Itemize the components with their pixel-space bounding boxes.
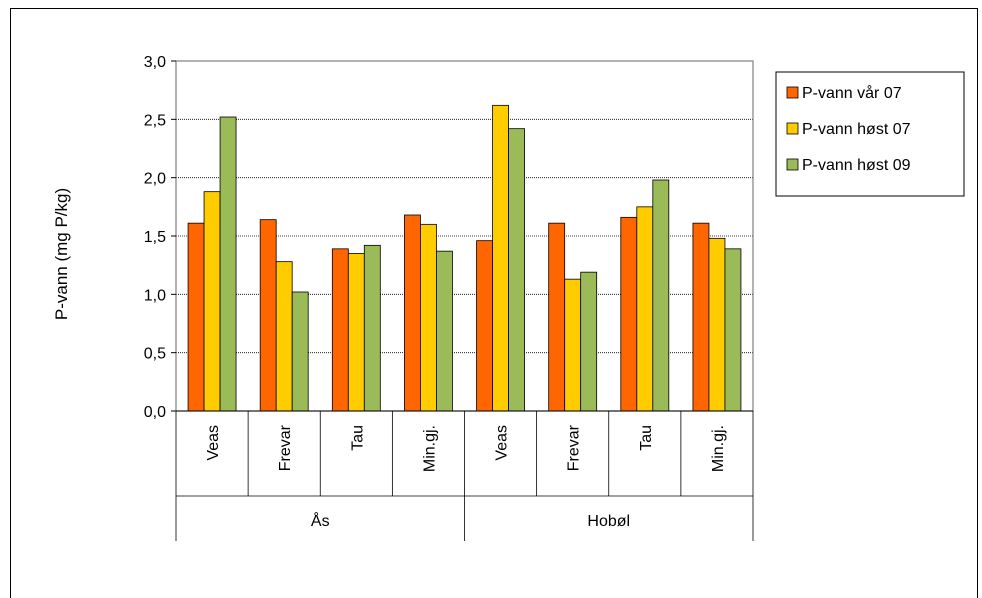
bar — [548, 222, 566, 412]
bar — [404, 214, 421, 412]
x-category-label: Veas — [205, 425, 222, 461]
bar — [436, 250, 453, 412]
legend-label: P-vann høst 07 — [802, 121, 911, 138]
bar — [652, 179, 670, 412]
axes — [171, 60, 754, 541]
bar-chart: 0,0 0,5 1,0 1,5 2,0 2,5 3,0 Veas Frevar Tau Min.g… — [52, 54, 965, 541]
legend: P-vann vår 07 P-vann høst 07 P-vann høst 0… — [775, 71, 965, 197]
bar — [420, 223, 437, 412]
x-category-label: Min.gj. — [710, 425, 727, 472]
bar — [203, 191, 221, 412]
bar — [580, 271, 598, 412]
y-tick-label: 2,5 — [144, 112, 166, 129]
y-tick-label: 2,0 — [144, 171, 166, 188]
bar — [708, 237, 726, 412]
legend-label: P-vann vår 07 — [802, 84, 902, 102]
bar — [508, 128, 525, 412]
bar — [564, 278, 582, 412]
x-category-label: Min.gj. — [421, 425, 438, 472]
x-group-label: Hobøl — [587, 513, 630, 530]
y-axis-title: P-vann (mg P/kg) — [52, 188, 71, 320]
x-category-label: Tau — [349, 425, 366, 451]
bar — [275, 261, 293, 412]
legend-swatch — [786, 86, 799, 99]
bar — [476, 240, 493, 412]
bar — [492, 104, 509, 412]
bar — [724, 248, 742, 412]
legend-label: P-vann høst 09 — [802, 157, 911, 174]
bar — [620, 216, 638, 412]
x-category-label: Tau — [638, 425, 655, 451]
y-tick-label: 0,0 — [144, 404, 166, 421]
y-tick-label: 1,5 — [144, 229, 166, 246]
y-tick-label: 3,0 — [144, 54, 166, 71]
bar — [331, 248, 349, 412]
x-category-labels: Veas Frevar Tau Min.gj. Veas Frevar Tau Min.gj.… — [205, 424, 727, 530]
bar — [636, 206, 654, 412]
y-tick-label: 0,5 — [144, 346, 166, 363]
legend-swatch — [786, 158, 799, 171]
chart-frame: 0,0 0,5 1,0 1,5 2,0 2,5 3,0 Veas Frevar Tau Min.g… — [10, 8, 978, 598]
bar — [291, 291, 309, 412]
bar — [347, 253, 365, 412]
bar — [363, 244, 381, 412]
x-category-label: Veas — [494, 425, 511, 461]
bar — [219, 116, 237, 412]
x-category-label: Frevar — [277, 424, 294, 471]
x-group-label: Ås — [311, 511, 330, 530]
bar — [259, 219, 277, 412]
bar — [692, 222, 710, 412]
bars — [187, 104, 742, 412]
legend-box — [775, 71, 965, 197]
bar — [187, 222, 205, 412]
legend-swatch — [786, 122, 799, 135]
y-tick-label: 1,0 — [144, 287, 166, 304]
x-category-label: Frevar — [566, 424, 583, 471]
y-tick-labels: 0,0 0,5 1,0 1,5 2,0 2,5 3,0 — [144, 54, 166, 421]
